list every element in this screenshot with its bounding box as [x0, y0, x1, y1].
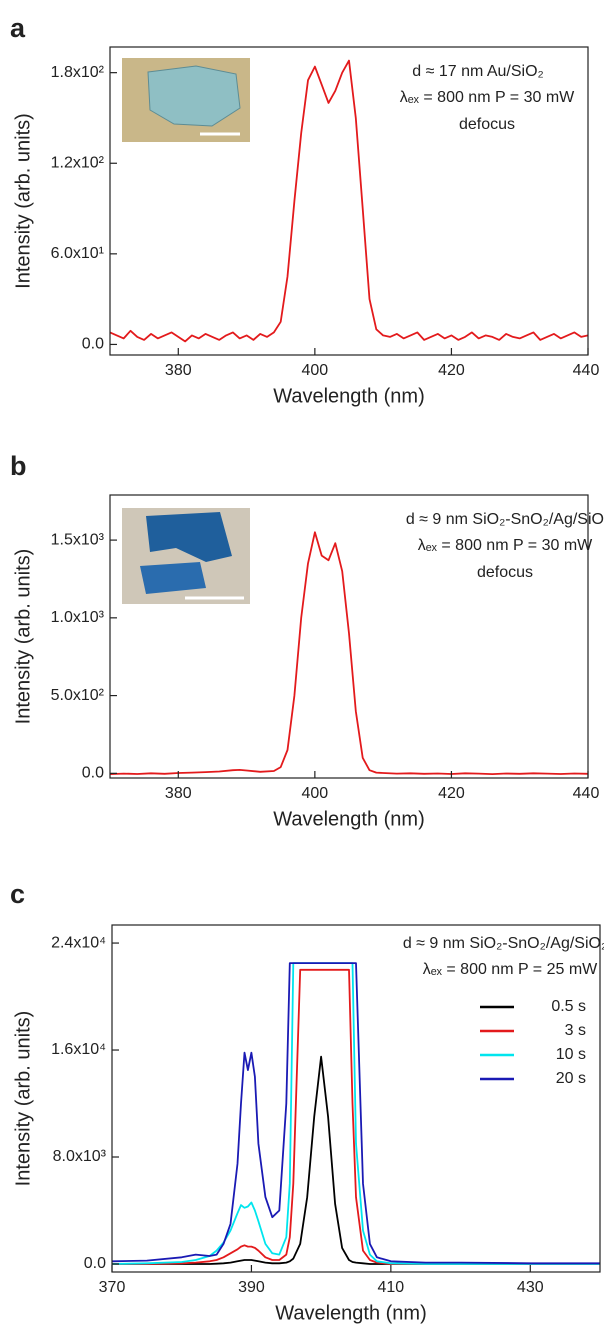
panel-label: a	[10, 13, 26, 43]
legend-label: 10 s	[556, 1046, 586, 1063]
y-tick-label: 0.0	[82, 765, 104, 782]
series-line	[111, 962, 600, 1265]
y-tick-label: 1.6x10⁴	[51, 1041, 106, 1058]
legend-label: 20 s	[556, 1070, 586, 1087]
series-line	[111, 962, 600, 1265]
annotation: defocus	[459, 116, 515, 133]
series-line	[112, 968, 600, 1265]
plot-frame	[109, 46, 589, 356]
plot-frame	[109, 494, 589, 779]
x-tick-label: 430	[517, 1279, 544, 1296]
x-tick-label: 410	[378, 1279, 405, 1296]
series-line	[109, 531, 589, 775]
y-tick-label: 0.0	[84, 1255, 106, 1272]
y-axis-label: Intensity (arb. units)	[12, 549, 34, 725]
x-tick-label: 420	[438, 362, 465, 379]
y-tick-label: 6.0x10¹	[51, 245, 104, 262]
x-axis-label: Wavelength (nm)	[273, 385, 425, 407]
y-tick-label: 1.2x10²	[51, 154, 105, 171]
legend-label: 3 s	[565, 1022, 586, 1039]
x-tick-label: 390	[238, 1279, 265, 1296]
y-tick-label: 5.0x10²	[51, 687, 105, 704]
x-tick-label: 440	[573, 362, 600, 379]
annotation: d ≈ 9 nm SiO₂-SnO₂/Ag/SiO₂	[403, 935, 604, 952]
x-tick-label: 380	[165, 785, 192, 802]
annotation: λₑₓ = 800 nm P = 30 mW	[418, 537, 593, 554]
y-tick-label: 8.0x10³	[53, 1148, 107, 1165]
y-axis-label: Intensity (arb. units)	[12, 113, 34, 289]
x-axis-label: Wavelength (nm)	[273, 808, 425, 830]
x-tick-label: 400	[302, 362, 329, 379]
y-tick-label: 1.8x10²	[51, 64, 105, 81]
y-tick-label: 1.5x10³	[51, 531, 105, 548]
series-line	[112, 1055, 600, 1265]
y-tick-label: 0.0	[82, 336, 104, 353]
y-tick-label: 2.4x10⁴	[51, 934, 106, 951]
panel-label: c	[10, 879, 25, 909]
x-tick-label: 400	[302, 785, 329, 802]
annotation: λₑₓ = 800 nm P = 25 mW	[423, 961, 598, 978]
x-tick-label: 440	[573, 785, 600, 802]
panel-label: b	[10, 451, 27, 481]
y-axis-label: Intensity (arb. units)	[12, 1011, 34, 1187]
inset-photo-a	[122, 58, 250, 142]
annotation: d ≈ 17 nm Au/SiO₂	[412, 63, 544, 80]
y-tick-label: 1.0x10³	[51, 609, 105, 626]
series-line	[109, 59, 589, 343]
plot-frame	[111, 924, 601, 1273]
annotation: λₑₓ = 800 nm P = 30 mW	[400, 89, 575, 106]
annotation: defocus	[477, 564, 533, 581]
annotation: d ≈ 9 nm SiO₂-SnO₂/Ag/SiO₂	[406, 511, 604, 528]
x-tick-label: 420	[438, 785, 465, 802]
x-axis-label: Wavelength (nm)	[275, 1302, 427, 1324]
x-tick-label: 370	[99, 1279, 126, 1296]
legend-label: 0.5 s	[551, 998, 586, 1015]
inset-photo-b	[122, 508, 250, 604]
x-tick-label: 380	[165, 362, 192, 379]
